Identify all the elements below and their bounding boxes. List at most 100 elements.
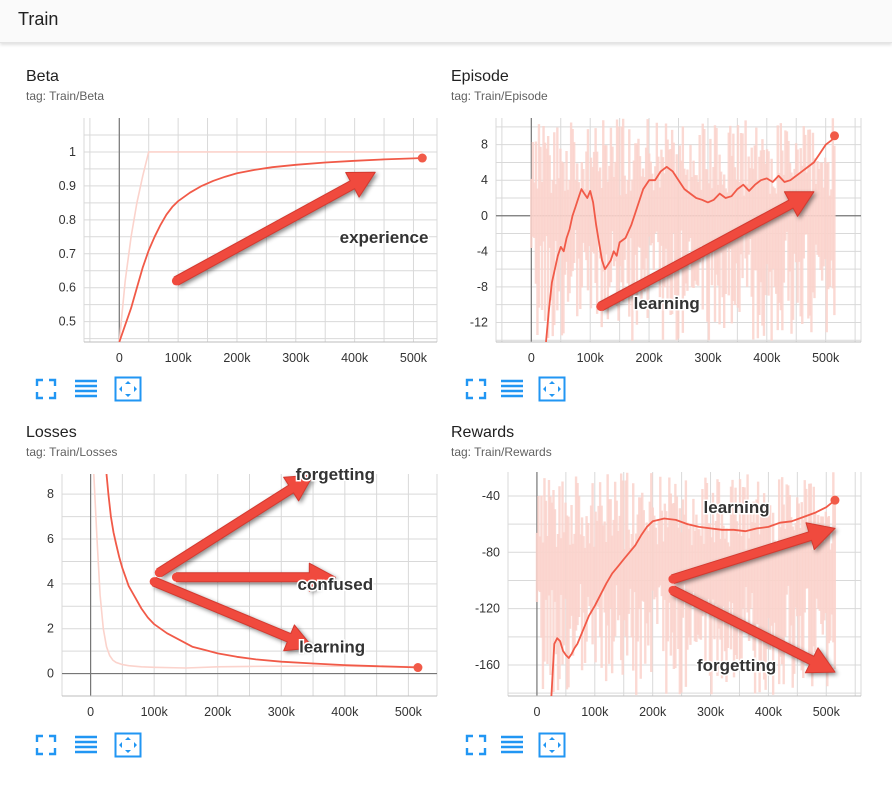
fullscreen-icon	[35, 734, 57, 756]
card-rewards: Rewards tag: Train/Rewards	[451, 424, 881, 794]
y-tick-label: 0	[481, 209, 488, 223]
fit-domain-icon	[538, 376, 566, 402]
annotation-arrow-tail	[154, 568, 164, 578]
x-tick-label: 300k	[697, 705, 725, 719]
chart-title: Beta	[26, 68, 59, 85]
y-tick-label: -12	[470, 315, 488, 329]
fullscreen-button[interactable]	[464, 377, 488, 401]
card-episode: Episode tag: Train/Episode	[451, 68, 881, 438]
fit-domain-icon	[114, 376, 142, 402]
annotations: learning	[596, 191, 815, 314]
y-tick-label: 0	[47, 667, 54, 681]
series-end-marker	[417, 153, 427, 163]
lines-icon	[501, 379, 523, 398]
annotation-arrow	[173, 171, 376, 286]
card-beta: Beta tag: Train/Beta	[26, 68, 456, 438]
fit-domain-icon	[538, 732, 566, 758]
annotation-arrow	[598, 191, 815, 311]
lines-icon	[75, 735, 97, 754]
chart-beta-toolbar	[34, 376, 144, 402]
x-tick-label: 300k	[694, 351, 722, 365]
y-tick-label: 8	[481, 138, 488, 152]
annotations: learning forgetting	[668, 497, 836, 677]
x-tick-label: 400k	[755, 705, 783, 719]
raw-series	[530, 118, 836, 341]
chart-losses[interactable]: 0 100k 200k 300k 400k 500k 0 2 4 6 8 forgetting conf…	[0, 0, 892, 774]
series-end-marker	[830, 131, 840, 141]
y-tick-label: -160	[475, 658, 500, 672]
x-tick-label: 0	[533, 705, 540, 719]
chart-losses-toolbar	[34, 732, 144, 758]
chart-rewards[interactable]: 0 100k 200k 300k 400k 500k-160-120-80-40learn…	[0, 0, 892, 774]
x-tick-label: 400k	[341, 351, 369, 365]
fullscreen-button[interactable]	[34, 733, 58, 757]
lines-icon	[501, 735, 523, 754]
toggle-log-button[interactable]	[74, 377, 98, 401]
fullscreen-icon	[35, 378, 57, 400]
y-tick-label: -40	[482, 489, 500, 503]
smoothed-series	[105, 474, 418, 669]
chart-beta[interactable]: 0 100k 200k 300k 400k 500k 0.5 0.6 0.7 0.8 0.9 1 exp…	[0, 0, 892, 774]
y-tick-label: 0.9	[59, 179, 76, 193]
plot-area	[535, 472, 837, 696]
x-tick-label: 200k	[204, 705, 232, 719]
toggle-log-button[interactable]	[500, 733, 524, 757]
y-tick-label: 1	[69, 145, 76, 159]
y-tick-label: 0.8	[59, 213, 76, 227]
annotation-arrow	[151, 577, 314, 652]
x-tick-label: 300k	[282, 351, 310, 365]
series-end-marker	[830, 495, 840, 505]
annotation-label: forgetting	[296, 465, 375, 484]
annotations: experience	[171, 171, 430, 286]
chart-title: Rewards	[451, 424, 515, 441]
chart-title: Episode	[451, 68, 509, 85]
raw-series	[93, 474, 418, 669]
annotation-arrow	[156, 474, 314, 577]
x-tick-label: 100k	[581, 705, 609, 719]
plot-area	[93, 474, 418, 669]
raw-series	[118, 151, 423, 342]
chart-tag: tag: Train/Rewards	[451, 445, 552, 459]
x-tick-label: 500k	[813, 705, 841, 719]
fit-domain-button[interactable]	[538, 376, 566, 402]
annotation-label: experience	[340, 228, 429, 247]
y-tick-label: -8	[477, 280, 488, 294]
fullscreen-icon	[465, 378, 487, 400]
x-tick-label: 0	[116, 351, 123, 365]
section-title: Train	[18, 9, 59, 29]
section-header[interactable]: Train	[0, 0, 892, 43]
annotation-label: learning	[634, 294, 700, 313]
fullscreen-icon	[465, 734, 487, 756]
chart-tag: tag: Train/Losses	[26, 445, 118, 459]
smoothed-series	[545, 135, 836, 342]
y-tick-label: 0.6	[59, 281, 76, 295]
series-end-marker	[413, 663, 423, 673]
fit-domain-icon	[114, 732, 142, 758]
x-tick-label: 500k	[395, 705, 423, 719]
annotation-arrow	[175, 562, 336, 592]
y-tick-label: -120	[475, 602, 500, 616]
toggle-log-button[interactable]	[500, 377, 524, 401]
annotation-label: forgetting	[697, 656, 776, 675]
x-tick-label: 500k	[812, 351, 840, 365]
x-tick-label: 400k	[753, 351, 781, 365]
annotation-arrow	[671, 522, 836, 584]
annotation-arrow-tail	[596, 301, 606, 311]
y-tick-label: 0.5	[59, 315, 76, 329]
x-tick-label: 200k	[636, 351, 664, 365]
smoothed-series	[118, 157, 423, 342]
chart-tag: tag: Train/Beta	[26, 89, 105, 103]
fit-domain-button[interactable]	[538, 732, 566, 758]
annotation-label: learning	[299, 638, 365, 657]
x-tick-label: 400k	[331, 705, 359, 719]
fit-domain-button[interactable]	[114, 376, 142, 402]
annotation-arrow	[670, 585, 836, 674]
x-tick-label: 0	[528, 351, 535, 365]
fullscreen-button[interactable]	[34, 377, 58, 401]
toggle-log-button[interactable]	[74, 733, 98, 757]
annotation-label: learning	[704, 498, 770, 517]
fit-domain-button[interactable]	[114, 732, 142, 758]
fullscreen-button[interactable]	[464, 733, 488, 757]
x-tick-label: 100k	[165, 351, 193, 365]
